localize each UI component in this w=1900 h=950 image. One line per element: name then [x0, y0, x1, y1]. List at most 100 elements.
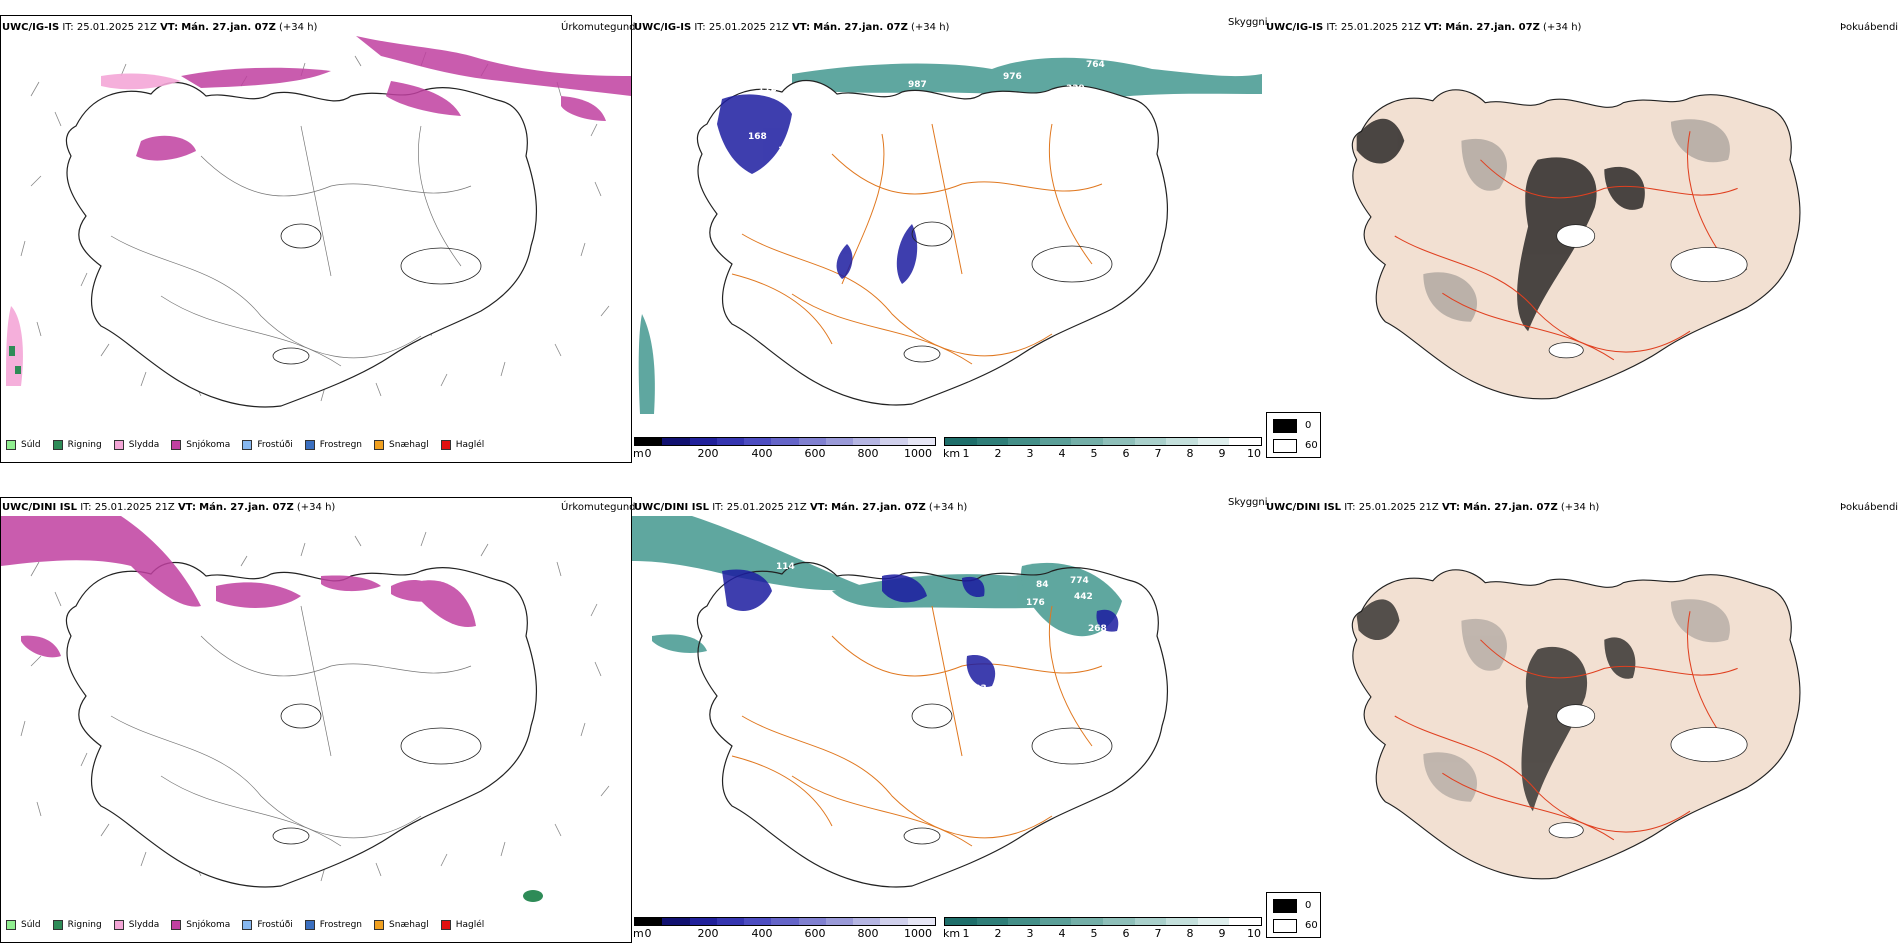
- fog-swatch-high: [1273, 419, 1297, 433]
- it-value: 25.01.2025 21Z: [1340, 22, 1421, 33]
- swatch: [113, 920, 124, 930]
- model-name: UWC/IG-IS: [1266, 22, 1324, 33]
- cbar-cell: [1008, 918, 1040, 925]
- fog-dark: [1356, 599, 1636, 812]
- fog-grey: [1423, 119, 1730, 322]
- glaciers: [903, 221, 1113, 363]
- vis-title-1: Skyggni: [1228, 17, 1268, 28]
- visibility-map-2[interactable]: [632, 516, 1262, 916]
- swatch: [374, 920, 385, 930]
- vis-value: 176: [1026, 598, 1045, 608]
- vis-unit-2: km: [943, 927, 961, 940]
- it-value: 25.01.2025 21Z: [1358, 502, 1439, 513]
- it-label: IT:: [80, 502, 92, 513]
- vt-value: Mán. 27.jan. 07Z: [813, 22, 908, 33]
- tick: 9: [1218, 447, 1226, 460]
- legend-item-frostudi: Frostúði: [242, 920, 293, 930]
- tick: 600: [804, 447, 826, 460]
- cbar-cell: [716, 918, 745, 925]
- legend-item-rigning: Rigning: [52, 920, 102, 930]
- tick: 800: [857, 927, 879, 940]
- vt-label: VT:: [809, 502, 828, 513]
- precip-map-frame-1: [0, 15, 632, 463]
- vt-value: Mán. 27.jan. 07Z: [831, 502, 926, 513]
- road-network: [110, 125, 472, 367]
- cbar-cell: [1102, 918, 1135, 925]
- tick: 0: [644, 447, 652, 460]
- vt-value: Mán. 27.jan. 07Z: [1445, 22, 1540, 33]
- cbar-cell: [853, 438, 881, 445]
- ceiling-colorbar-2: [634, 917, 936, 926]
- vis-value: 248: [792, 596, 811, 606]
- ceiling-unit-2: m: [633, 927, 644, 940]
- ceiling-ticks-2: 0 200 400 600 800 1000: [645, 927, 933, 941]
- vt-value: Mán. 27.jan. 07Z: [1463, 502, 1558, 513]
- legend-label: Haglél: [455, 920, 485, 930]
- precip-legend-2: Súld Rigning Slydda Snjókoma Frostúði Fr…: [6, 918, 496, 932]
- it-label: IT:: [694, 22, 706, 33]
- model-name: UWC/DINI ISL: [1266, 502, 1342, 513]
- vt-label: VT:: [160, 22, 179, 33]
- teal-fog: [638, 57, 1262, 414]
- vis-colorbar-1: [944, 437, 1262, 446]
- vis-value: 299: [1136, 624, 1155, 634]
- cbar-cell: [1197, 438, 1230, 445]
- tick: 400: [751, 927, 773, 940]
- it-label: IT:: [1344, 502, 1356, 513]
- vt-value: Mán. 27.jan. 07Z: [181, 22, 276, 33]
- tick: 8: [1186, 927, 1194, 940]
- precip-map-1[interactable]: [1, 36, 631, 431]
- low-ceiling: [722, 569, 1119, 687]
- it-label: IT:: [62, 22, 74, 33]
- cbar-cell: [662, 438, 690, 445]
- fog-map-2[interactable]: [1290, 516, 1890, 916]
- vis-value: 84: [1036, 580, 1049, 590]
- glaciers: [1548, 224, 1748, 359]
- swatch: [171, 440, 182, 450]
- tick: 2: [994, 927, 1002, 940]
- ceiling-unit-1: m: [633, 447, 644, 460]
- cbar-cell: [744, 918, 772, 925]
- tick: 3: [1026, 927, 1034, 940]
- it-value: 25.01.2025 21Z: [76, 22, 157, 33]
- vis-value: 987: [908, 80, 927, 90]
- vis-value: 976: [1003, 72, 1022, 82]
- precip-header-2: UWC/DINI ISL IT: 25.01.2025 21Z VT: Mán.…: [2, 502, 335, 514]
- fog-label-high: 0: [1305, 420, 1312, 431]
- tick: 1: [962, 927, 970, 940]
- tick: 2: [994, 447, 1002, 460]
- cbar-cell: [825, 918, 854, 925]
- vis-value: 764: [1086, 60, 1105, 70]
- roads: [1394, 611, 1738, 841]
- cbar-cell: [689, 438, 717, 445]
- cbar-cell: [798, 438, 826, 445]
- fog-map-1[interactable]: [1290, 36, 1890, 436]
- tick: 600: [804, 927, 826, 940]
- fog-swatch-high: [1273, 899, 1297, 913]
- vt-value: Mán. 27.jan. 07Z: [199, 502, 294, 513]
- cbar-cell: [880, 438, 908, 445]
- swatch: [6, 440, 16, 450]
- swatch: [304, 920, 315, 930]
- vis-value: 112: [758, 84, 777, 94]
- visibility-map-1[interactable]: [632, 34, 1262, 434]
- vt-label: VT:: [792, 22, 811, 33]
- cbar-cell: [853, 918, 881, 925]
- cbar-cell: [1134, 918, 1167, 925]
- it-value: 25.01.2025 21Z: [708, 22, 789, 33]
- vis-value: 12: [778, 146, 791, 156]
- fog-title-1: Þokuábendi: [1840, 22, 1899, 33]
- vt-label: VT:: [1424, 22, 1443, 33]
- cbar-cell: [1166, 438, 1198, 445]
- lead-time: (+34 h): [1560, 502, 1600, 513]
- fog-title-2: Þokuábendi: [1840, 502, 1899, 513]
- cbar-cell: [1039, 918, 1072, 925]
- rain-areas: [9, 346, 21, 374]
- lead-time: (+34 h): [1543, 22, 1582, 33]
- cbar-cell: [1229, 918, 1261, 925]
- fog-legend-2: 0 60: [1266, 892, 1321, 938]
- precip-map-2[interactable]: [1, 516, 631, 916]
- legend-item-snaehagl: Snæhagl: [374, 920, 429, 930]
- rain-areas: [523, 890, 543, 902]
- vis-value: 269: [1090, 130, 1109, 140]
